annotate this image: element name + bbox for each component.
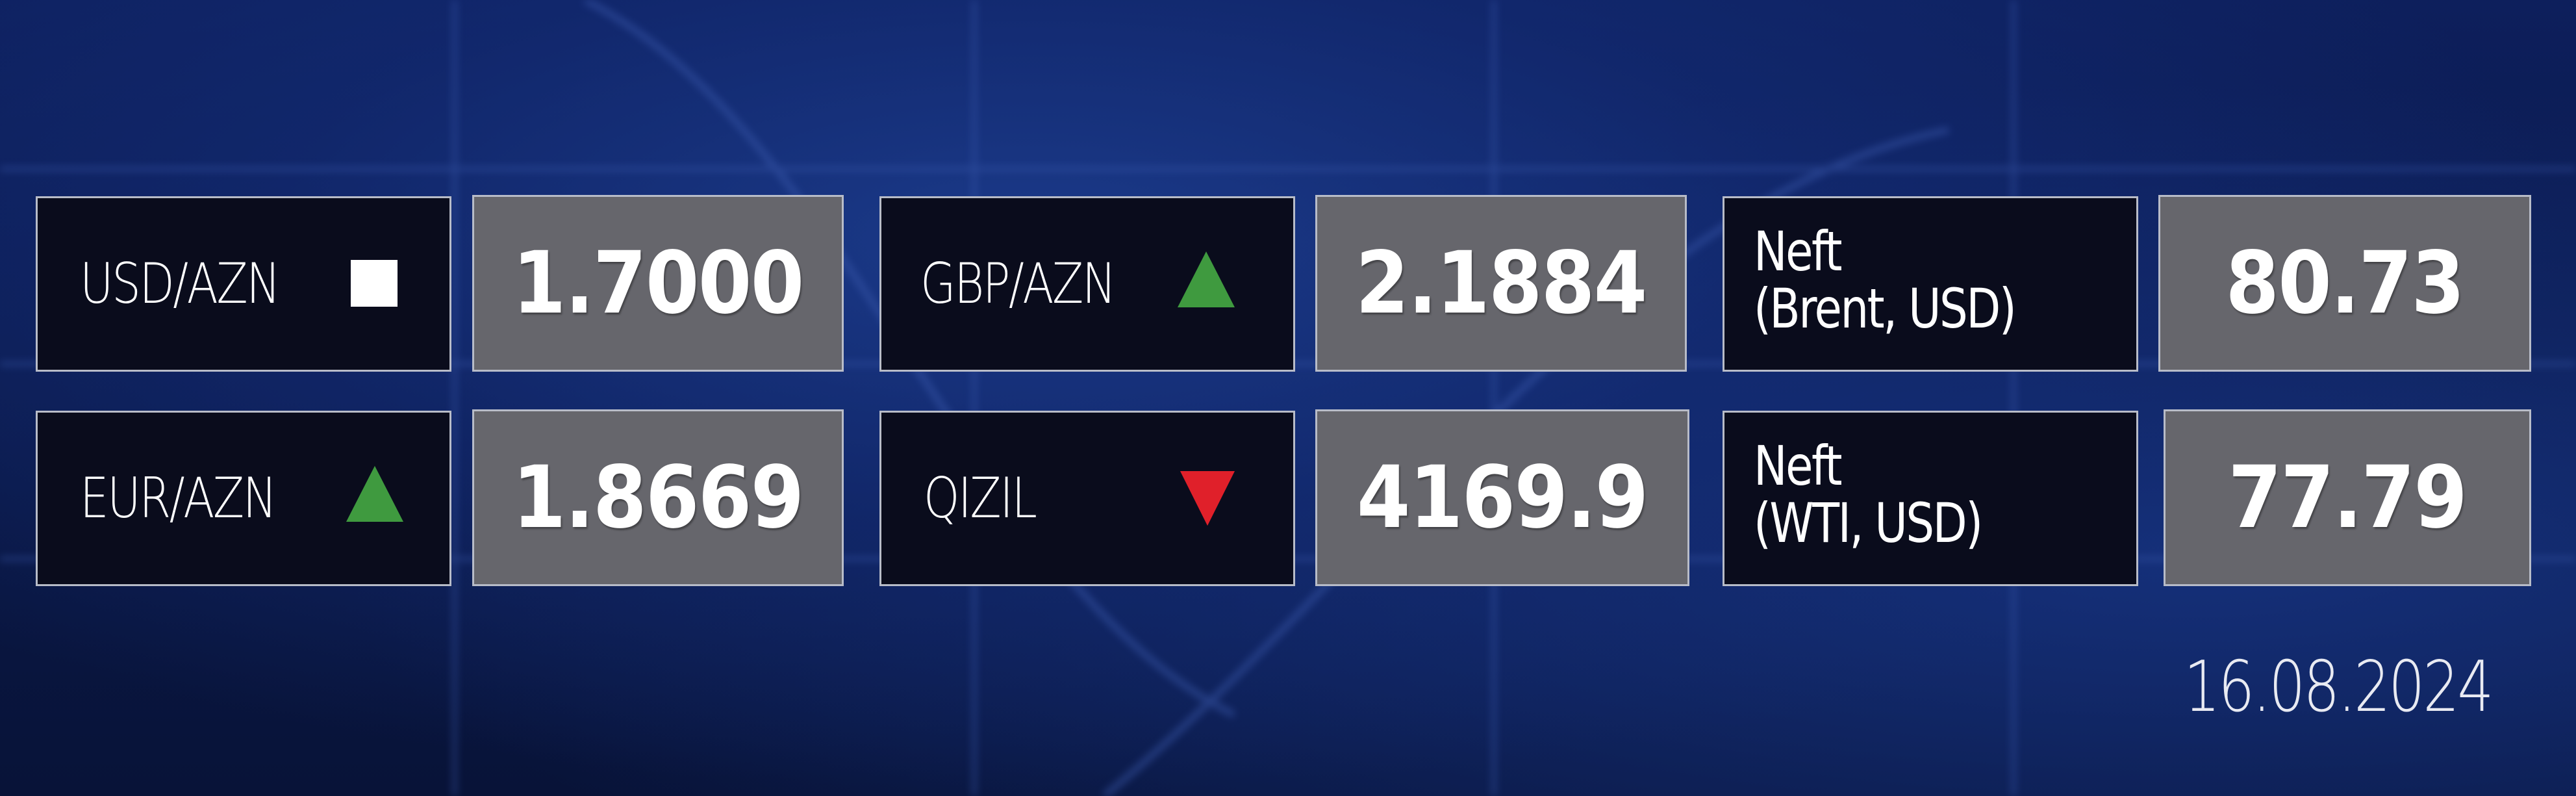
usd-azn-label: USD/AZN	[80, 251, 281, 316]
gbp-azn-value-box: 2.1884	[1315, 195, 1687, 372]
eur-azn-value: 1.8669	[512, 448, 804, 548]
triangle-up-icon	[346, 466, 403, 522]
brent-value-box: 80.73	[2158, 195, 2531, 372]
date-label: 16.08.2024	[2183, 647, 2494, 728]
wti-label-line1: Neft	[1754, 434, 1843, 498]
gbp-azn-label-box: GBP/AZN	[879, 196, 1295, 372]
gbp-azn-label: GBP/AZN	[920, 251, 1117, 316]
wti-label: Neft (WTI, USD)	[1754, 434, 1983, 555]
wti-value: 77.79	[2228, 448, 2468, 548]
square-icon	[351, 260, 398, 307]
eur-azn-label-box: EUR/AZN	[36, 411, 451, 586]
brent-label-line2: (Brent, USD)	[1754, 277, 2017, 340]
eur-azn-label: EUR/AZN	[80, 466, 277, 531]
qizil-label-box: QIZIL	[879, 411, 1295, 586]
wti-label-box: Neft (WTI, USD)	[1723, 411, 2138, 586]
brent-label-box: Neft (Brent, USD)	[1723, 196, 2138, 372]
brent-value: 80.73	[2225, 233, 2466, 333]
triangle-down-icon	[1180, 471, 1235, 526]
qizil-value-box: 4169.9	[1315, 409, 1689, 586]
brent-label: Neft (Brent, USD)	[1754, 220, 2017, 340]
eur-azn-value-box: 1.8669	[472, 409, 844, 586]
brent-label-line1: Neft	[1754, 220, 1843, 283]
wti-value-box: 77.79	[2164, 409, 2531, 586]
triangle-up-icon	[1178, 251, 1235, 307]
usd-azn-value-box: 1.7000	[472, 195, 844, 372]
wti-label-line2: (WTI, USD)	[1754, 491, 1983, 555]
gbp-azn-value: 2.1884	[1356, 233, 1647, 333]
qizil-label: QIZIL	[924, 466, 1037, 531]
qizil-value: 4169.9	[1357, 448, 1648, 548]
usd-azn-value: 1.7000	[512, 233, 804, 333]
usd-azn-label-box: USD/AZN	[36, 196, 451, 372]
